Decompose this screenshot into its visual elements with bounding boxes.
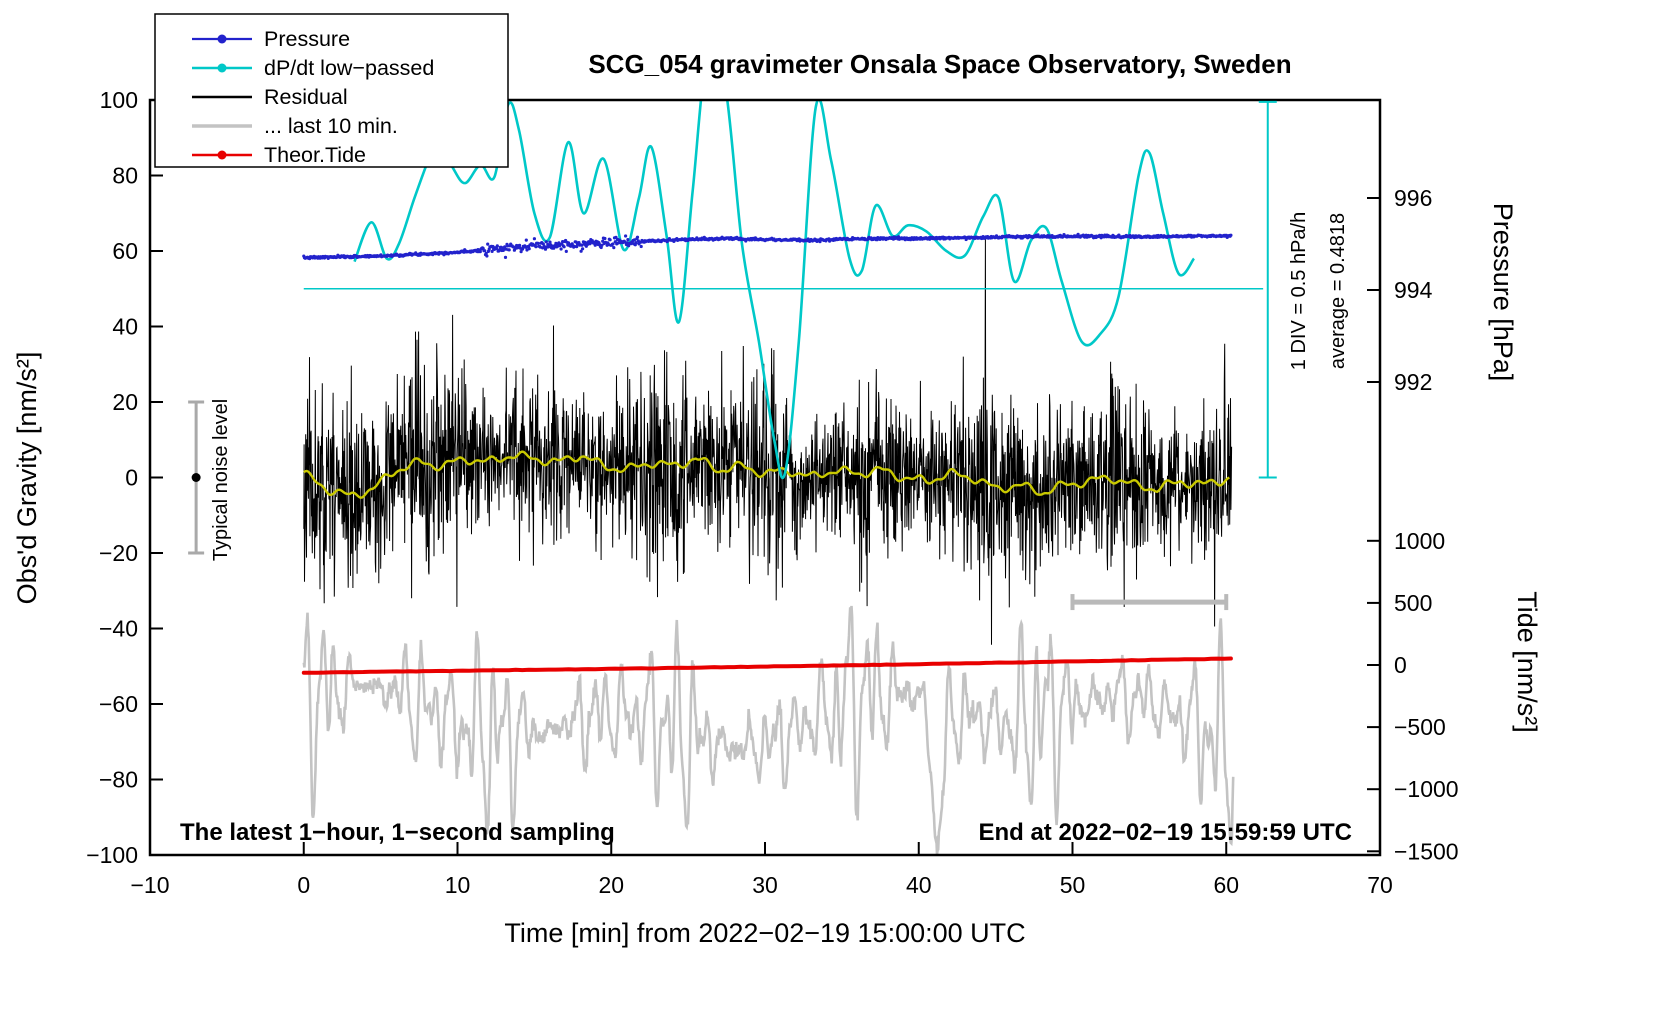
legend-entry-label: Pressure: [264, 27, 350, 51]
y-left-tick-label: −60: [99, 691, 138, 717]
series-residual: [303, 237, 1233, 645]
tide-axis-label: Tide [nm/s²]: [1512, 591, 1542, 733]
x-tick-label: −10: [130, 872, 169, 898]
legend-sample-marker: [217, 150, 227, 160]
series-pressure: [302, 232, 1233, 261]
series-dpdt: [353, 100, 1196, 480]
y-left-tick-label: 0: [125, 465, 138, 491]
x-tick-label: 70: [1367, 872, 1393, 898]
x-tick-label: 20: [598, 872, 624, 898]
y-left-tick-label: −20: [99, 540, 138, 566]
tide-tick-label: −500: [1394, 714, 1446, 740]
chart-title: SCG_054 gravimeter Onsala Space Observat…: [588, 49, 1291, 79]
legend-sample-marker: [217, 34, 227, 44]
reference-marks-layer: [188, 100, 1277, 611]
x-tick-label: 50: [1060, 872, 1086, 898]
pressure-axis-label: Pressure [hPa]: [1488, 203, 1518, 382]
pressure-tick-label: 996: [1394, 185, 1432, 211]
y-left-tick-label: −100: [86, 842, 138, 868]
tide-tick-label: −1500: [1394, 838, 1459, 864]
tide-tick-label: 500: [1394, 590, 1432, 616]
legend-entry-label: Theor.Tide: [264, 143, 366, 167]
legend-sample-marker: [217, 63, 227, 73]
legend-entry-label: Residual: [264, 85, 348, 109]
typical-noise-label: Typical noise level: [210, 399, 232, 561]
tide-tick-label: −1000: [1394, 776, 1459, 802]
legend-entry-label: dP/dt low−passed: [264, 56, 434, 80]
div-scale-annotation: 1 DIV = 0.5 hPa/h: [1288, 212, 1310, 370]
end-time-note: End at 2022−02−19 15:59:59 UTC: [978, 819, 1352, 846]
y-left-tick-label: 60: [112, 238, 138, 264]
x-axis-label: Time [min] from 2022−02−19 15:00:00 UTC: [504, 918, 1025, 948]
y-left-tick-label: 100: [100, 87, 138, 113]
axis-layer: −10 0 10 20 30 40 50 60 70100806040200−20−40−60−…: [86, 87, 1458, 898]
series-theor-tide: [301, 656, 1233, 675]
tide-tick-label: 1000: [1394, 528, 1445, 554]
y-left-tick-label: −40: [99, 616, 138, 642]
y-left-axis-label: Obs'd Gravity [nm/s²]: [12, 352, 42, 605]
x-tick-label: 30: [752, 872, 778, 898]
x-tick-label: 0: [297, 872, 310, 898]
x-tick-label: 40: [906, 872, 932, 898]
sampling-note: The latest 1−hour, 1−second sampling: [180, 819, 615, 846]
y-left-tick-label: 40: [112, 314, 138, 340]
x-tick-label: 10: [445, 872, 471, 898]
series-layer: [301, 100, 1264, 855]
average-annotation: average = 0.4818: [1327, 213, 1349, 369]
noise-errorbar-dot: [191, 473, 201, 482]
y-left-tick-label: −80: [99, 767, 138, 793]
pressure-tick-label: 994: [1394, 277, 1433, 303]
legend: Pressure dP/dt low−passed Residual ... last…: [154, 13, 509, 168]
tide-tick-label: 0: [1394, 652, 1407, 678]
y-left-tick-label: 20: [112, 389, 138, 415]
series-last10min: [302, 605, 1235, 855]
y-left-tick-label: 80: [112, 163, 138, 189]
pressure-tick-label: 992: [1394, 369, 1432, 395]
x-tick-label: 60: [1213, 872, 1239, 898]
legend-entry-label: ... last 10 min.: [264, 114, 398, 138]
series-residual-smooth: [303, 450, 1230, 499]
